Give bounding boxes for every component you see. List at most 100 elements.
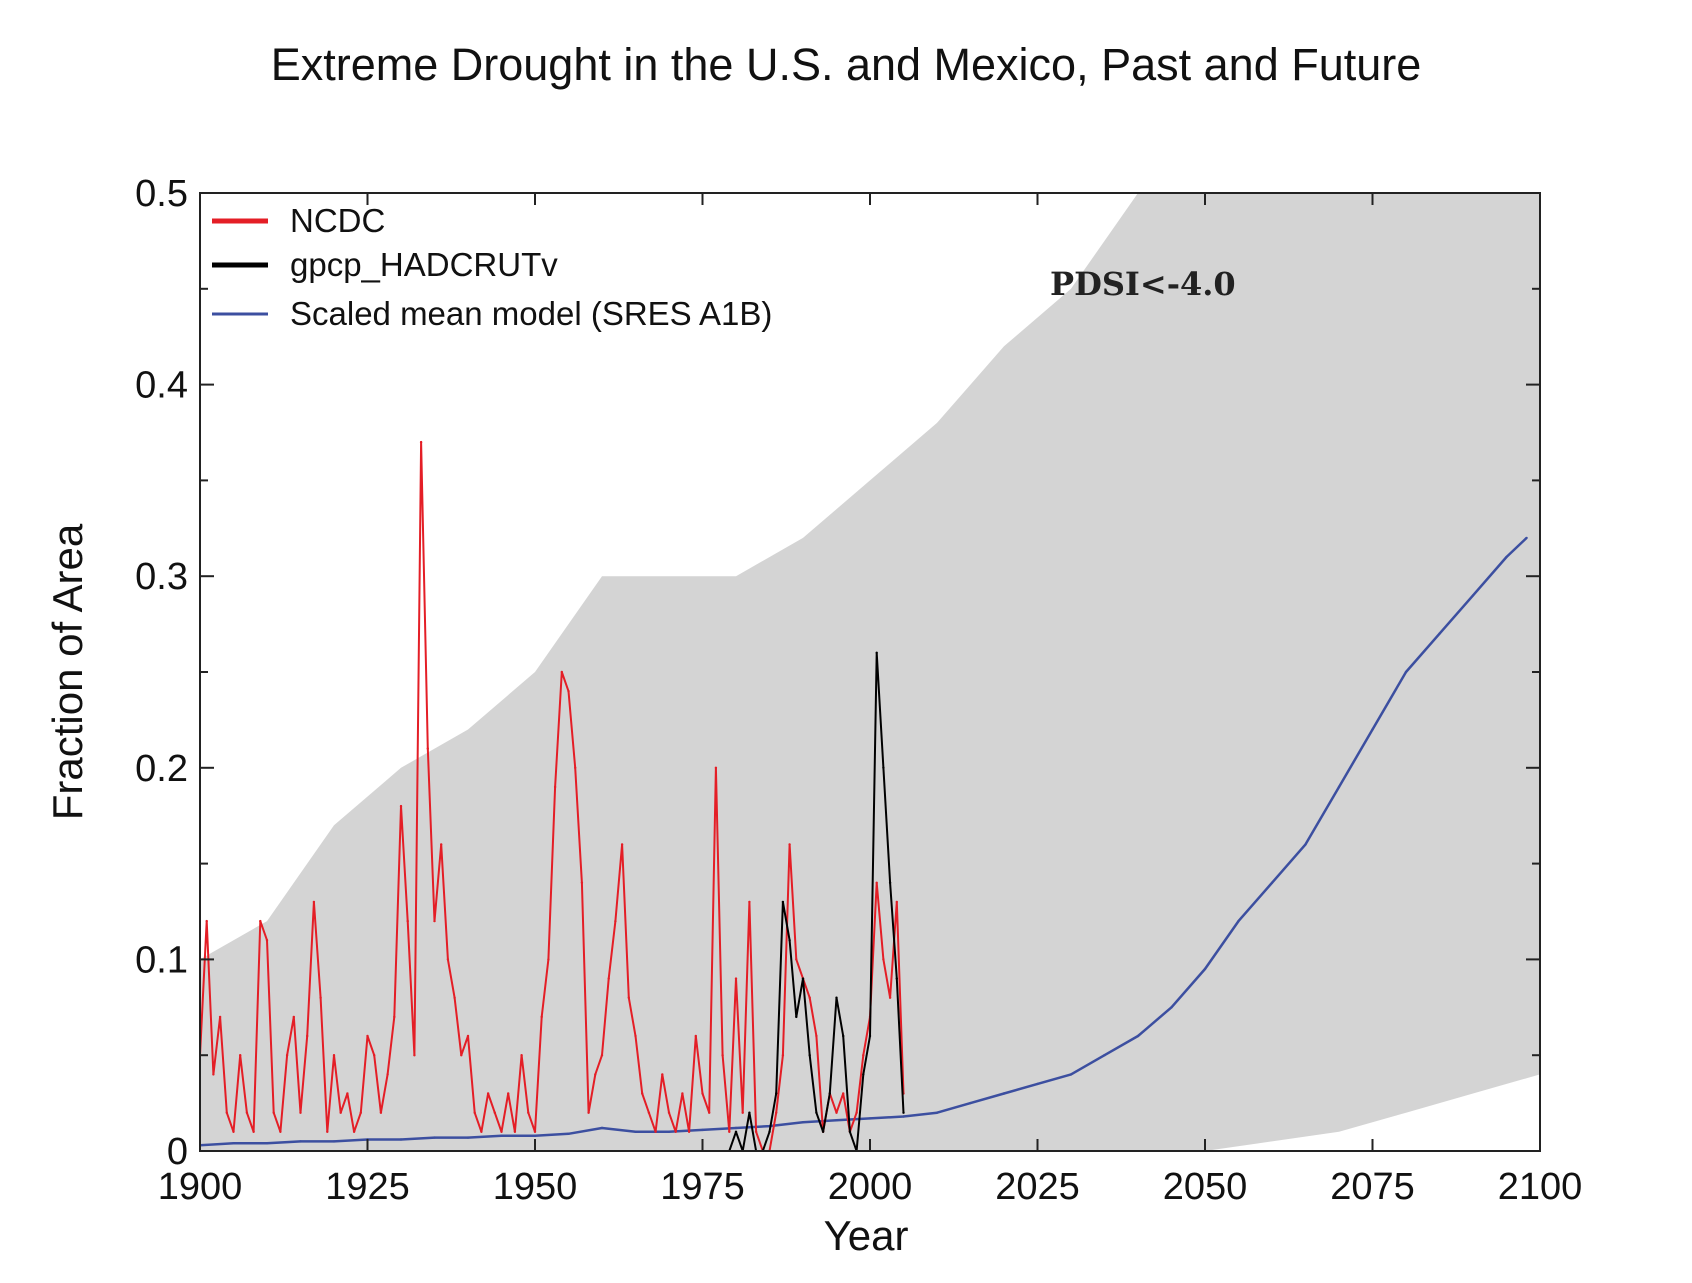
data-point-gpcp (768, 1130, 771, 1134)
data-point-ncdc (667, 1111, 671, 1114)
data-point-ncdc (721, 1054, 724, 1057)
data-point-ncdc (245, 1111, 249, 1114)
data-point-ncdc (386, 1073, 389, 1076)
data-point-model (500, 1134, 503, 1137)
data-point-ncdc (406, 919, 409, 923)
data-point-gpcp (828, 1092, 831, 1095)
x-tick-label: 2100 (1498, 1166, 1583, 1208)
data-point-gpcp (902, 1111, 905, 1114)
data-point-ncdc (346, 1092, 349, 1095)
y-axis: 0 0.1 0.2 0.3 0.4 0.5 (135, 173, 1540, 1173)
data-point-gpcp (801, 977, 805, 980)
data-point-ncdc (708, 1111, 711, 1114)
x-tick-label: 2050 (1163, 1166, 1248, 1208)
y-tick-label: 0 (167, 1131, 188, 1173)
data-point-ncdc (607, 977, 610, 980)
y-tick-label: 0.3 (135, 556, 188, 598)
data-point-model (600, 1126, 604, 1130)
data-point-ncdc (674, 1130, 677, 1134)
data-point-ncdc (741, 1111, 744, 1114)
y-tick-label: 0.2 (135, 748, 188, 790)
x-axis: 1900 1925 1950 1975 2000 2025 2050 2075 2100 (158, 193, 1583, 1208)
x-tick-label: 1950 (493, 1166, 578, 1208)
data-point-ncdc (701, 1092, 704, 1095)
data-point-model (801, 1121, 805, 1124)
data-point-ncdc (634, 1034, 637, 1038)
data-point-ncdc (332, 1054, 336, 1057)
data-point-ncdc (835, 1111, 838, 1114)
data-point-model (701, 1128, 704, 1132)
data-point-ncdc (547, 958, 550, 961)
data-point-ncdc (681, 1092, 684, 1095)
data-point-ncdc (433, 919, 436, 923)
data-point-model (1404, 670, 1408, 674)
data-point-ncdc (748, 900, 751, 904)
data-point-model (1471, 594, 1475, 597)
x-tick-label: 2075 (1330, 1166, 1415, 1208)
data-point-ncdc (218, 1015, 222, 1019)
data-point-ncdc (440, 843, 443, 846)
data-point-ncdc (687, 1130, 691, 1134)
data-point-ncdc (373, 1054, 376, 1057)
data-point-model (868, 1117, 872, 1120)
data-point-ncdc (339, 1111, 342, 1114)
chart-title: Extreme Drought in the U.S. and Mexico, … (271, 39, 1422, 90)
data-point-model (533, 1134, 537, 1137)
data-point-model (1203, 967, 1207, 971)
x-axis-title: Year (824, 1212, 909, 1259)
data-point-model (1525, 536, 1528, 540)
data-point-ncdc (513, 1130, 517, 1134)
data-point-ncdc (359, 1111, 362, 1114)
data-point-gpcp (781, 900, 785, 904)
data-point-gpcp (842, 1034, 845, 1038)
data-point-ncdc (533, 1130, 537, 1134)
data-point-ncdc (473, 1111, 476, 1114)
data-point-ncdc (466, 1034, 470, 1038)
data-point-ncdc (600, 1054, 604, 1057)
data-point-ncdc (326, 1130, 329, 1134)
data-point-model (634, 1130, 637, 1134)
data-point-ncdc (419, 440, 423, 444)
data-point-ncdc (795, 958, 798, 961)
data-point-ncdc (500, 1130, 503, 1134)
data-point-gpcp (888, 881, 892, 884)
data-point-ncdc (728, 1130, 731, 1134)
data-point-ncdc (480, 1130, 483, 1134)
x-tick-label: 2000 (828, 1166, 913, 1208)
data-point-ncdc (399, 804, 403, 808)
data-point-ncdc (594, 1073, 597, 1076)
y-axis-title: Fraction of Area (44, 523, 91, 820)
data-point-ncdc (734, 977, 738, 980)
pdsi-annotation: PDSI<-4.0 (1050, 265, 1236, 303)
data-point-model (399, 1138, 403, 1141)
data-point-model (433, 1136, 436, 1139)
data-point-gpcp (815, 1111, 818, 1114)
data-point-ncdc (882, 958, 885, 961)
data-point-model (1270, 881, 1274, 884)
data-point-ncdc (292, 1015, 295, 1019)
data-point-ncdc (587, 1111, 590, 1114)
data-point-ncdc (560, 670, 563, 674)
data-point-ncdc (580, 881, 584, 884)
data-point-ncdc (319, 996, 322, 999)
data-point-ncdc (553, 785, 557, 789)
data-point-model (969, 1101, 972, 1105)
data-point-ncdc (379, 1111, 383, 1114)
x-tick-label: 1900 (158, 1166, 243, 1208)
data-point-ncdc (862, 1054, 865, 1057)
data-point-gpcp (775, 1092, 778, 1095)
data-point-gpcp (862, 1073, 865, 1076)
data-point-ncdc (788, 843, 791, 846)
data-point-model (1304, 843, 1307, 846)
data-point-ncdc (754, 1130, 758, 1134)
data-point-model (1069, 1073, 1073, 1076)
data-point-ncdc (486, 1092, 490, 1095)
data-point-ncdc (272, 1111, 275, 1114)
data-point-ncdc (855, 1111, 858, 1114)
data-point-gpcp (895, 977, 898, 980)
data-point-ncdc (540, 1015, 543, 1019)
data-point-gpcp (808, 1054, 811, 1057)
data-point-ncdc (239, 1054, 242, 1057)
data-point-ncdc (714, 766, 718, 769)
